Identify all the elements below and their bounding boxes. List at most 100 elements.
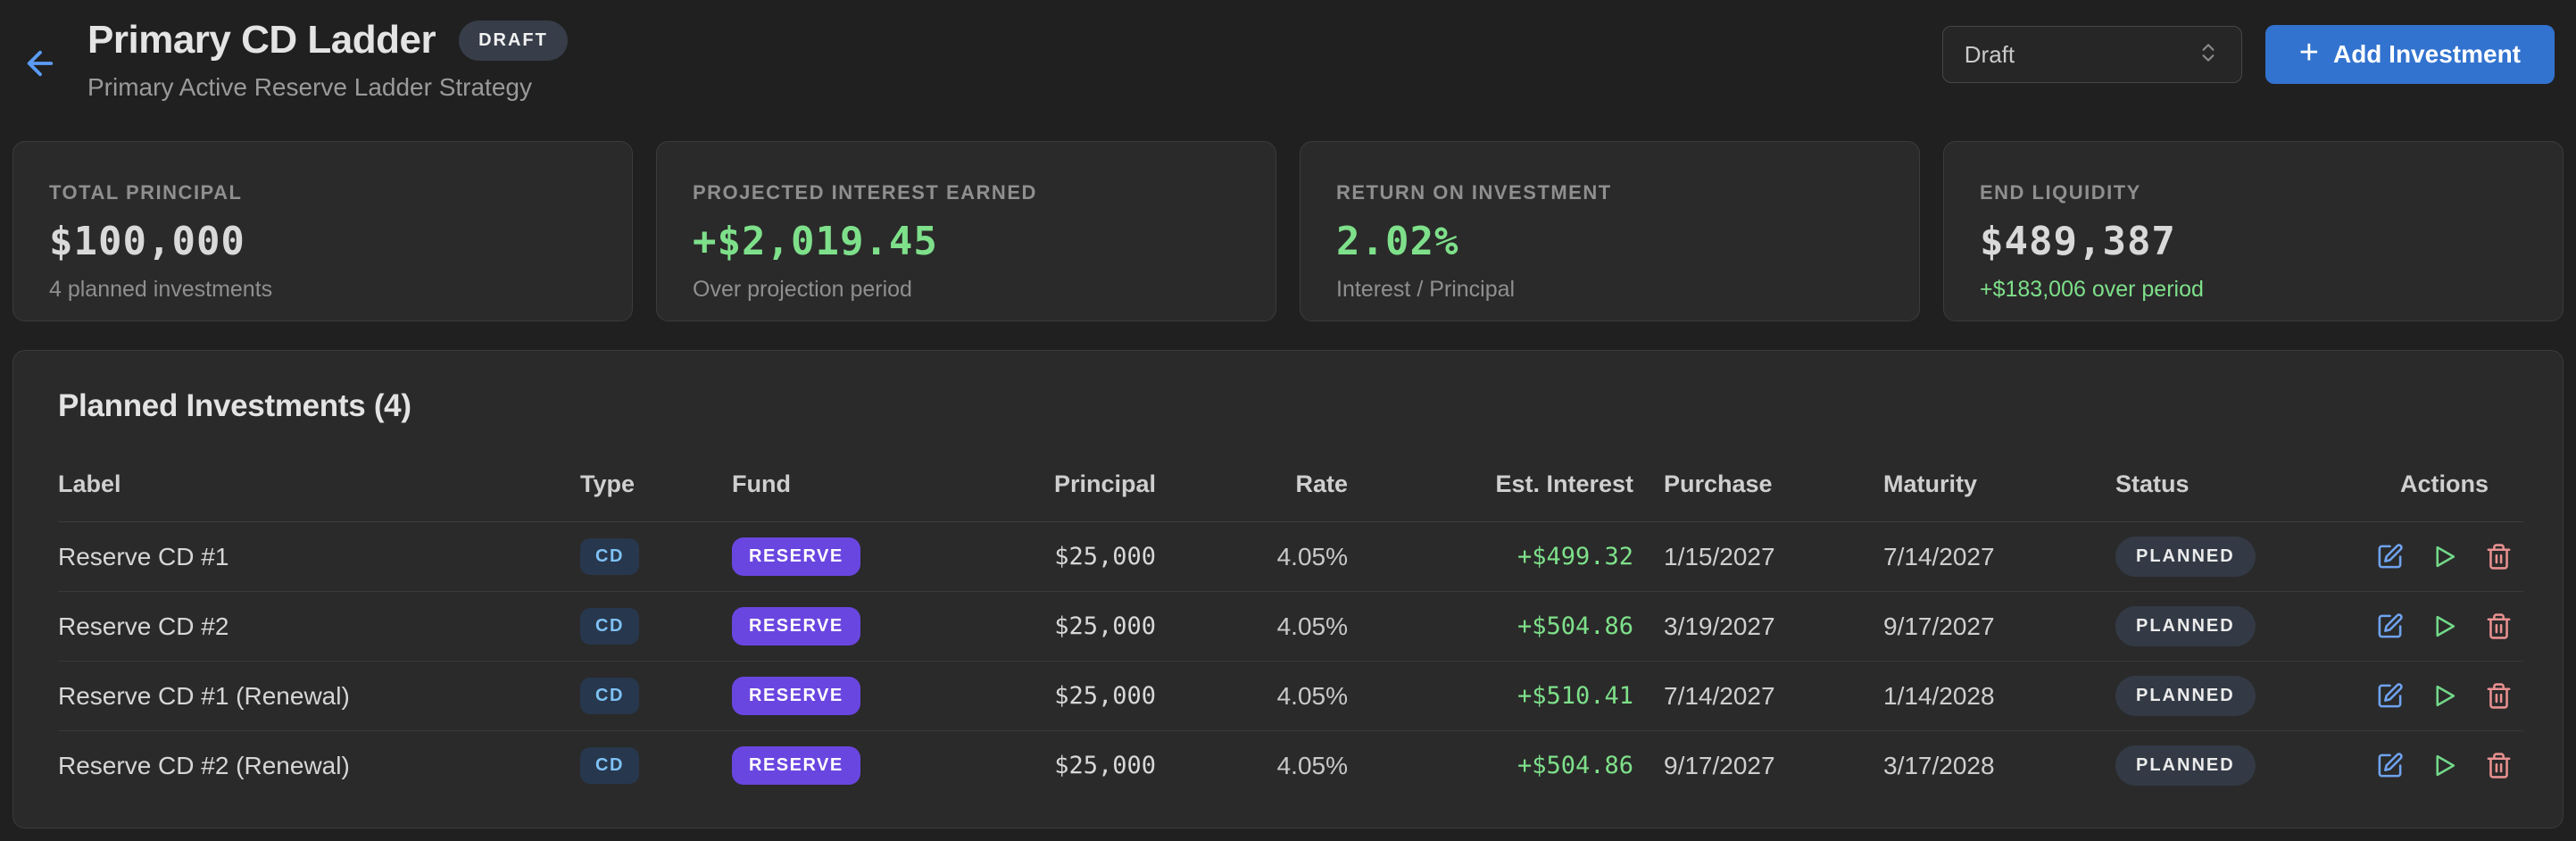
fund-badge: RESERVE: [732, 537, 860, 576]
cell-actions: [2365, 591, 2523, 662]
add-investment-label: Add Investment: [2332, 40, 2521, 68]
delete-button[interactable]: [2481, 679, 2516, 713]
cell-est-interest: +$510.41: [1348, 661, 1633, 731]
cell-fund: RESERVE: [732, 591, 902, 662]
cell-label: Reserve CD #2: [58, 591, 580, 662]
trash-icon: [2485, 544, 2513, 573]
cell-status: PLANNED: [2115, 591, 2365, 662]
cell-maturity: 1/14/2028: [1883, 661, 2115, 731]
cell-rate: 4.05%: [1156, 591, 1348, 662]
play-button[interactable]: [2427, 539, 2462, 574]
stats-row: TOTAL PRINCIPAL $100,000 4 planned inves…: [12, 141, 2564, 321]
cell-status: PLANNED: [2115, 522, 2365, 592]
status-badge: PLANNED: [2115, 537, 2256, 577]
play-button[interactable]: [2427, 609, 2462, 644]
investments-table: Label Type Fund Principal Rate Est. Inte…: [58, 458, 2523, 801]
arrow-left-icon: [21, 50, 59, 85]
cell-purchase: 9/17/2027: [1633, 730, 1883, 801]
edit-button[interactable]: [2372, 748, 2407, 783]
cell-fund: RESERVE: [732, 522, 902, 592]
col-header-principal: Principal: [902, 458, 1156, 522]
stat-sub: 4 planned investments: [49, 277, 273, 302]
stat-value: +$2,019.45: [693, 219, 938, 264]
cell-purchase: 1/15/2027: [1664, 542, 1775, 570]
cell-fund: RESERVE: [732, 730, 902, 801]
stat-value: 2.02%: [1336, 219, 1459, 264]
edit-button[interactable]: [2372, 679, 2407, 713]
edit-button[interactable]: [2372, 539, 2407, 574]
cell-fund: RESERVE: [732, 661, 902, 731]
play-button[interactable]: [2427, 679, 2462, 713]
back-button[interactable]: [18, 41, 62, 86]
type-badge: CD: [580, 678, 639, 714]
play-button[interactable]: [2427, 748, 2462, 783]
stat-sub: +$183,006 over period: [1980, 277, 2204, 302]
stat-card-projected-interest: PROJECTED INTEREST EARNED +$2,019.45 Ove…: [656, 141, 1276, 321]
cell-principal: $25,000: [902, 591, 1156, 662]
edit-icon: [2376, 753, 2404, 782]
col-header-fund: Fund: [732, 458, 902, 522]
cell-est-interest: +$504.86: [1348, 730, 1633, 801]
cell-type: CD: [580, 591, 732, 662]
type-badge: CD: [580, 538, 639, 575]
planned-investments-panel: Planned Investments (4) Label Type Fund …: [12, 350, 2564, 829]
stat-label: END LIQUIDITY: [1980, 181, 2141, 204]
stat-sub: Interest / Principal: [1336, 277, 1516, 302]
table-row: Reserve CD #2 CD RESERVE $25,000 4.05% +…: [58, 591, 2523, 662]
trash-icon: [2485, 613, 2513, 643]
play-icon: [2431, 615, 2458, 643]
cell-est-interest: +$504.86: [1348, 591, 1633, 662]
col-header-status: Status: [2115, 458, 2365, 522]
fund-badge: RESERVE: [732, 607, 860, 645]
play-icon: [2431, 685, 2458, 712]
delete-button[interactable]: [2481, 539, 2516, 574]
cell-maturity: 3/17/2028: [1883, 730, 2115, 801]
stat-value: $489,387: [1980, 219, 2176, 264]
cell-purchase: 3/19/2027: [1633, 591, 1883, 662]
cell-type: CD: [580, 661, 732, 731]
col-header-maturity: Maturity: [1883, 458, 2115, 522]
play-icon: [2431, 545, 2458, 573]
panel-title: Planned Investments (4): [58, 388, 411, 423]
status-badge: PLANNED: [2115, 745, 2256, 787]
cell-purchase: 7/14/2027: [1633, 661, 1883, 731]
cell-maturity: 9/17/2027: [1883, 591, 2115, 662]
status-badge: DRAFT: [459, 20, 568, 61]
cell-rate: 4.05%: [1156, 730, 1348, 801]
table-row: Reserve CD #1 CD RESERVE $25,000 4.05% +…: [58, 522, 2523, 592]
cell-label: Reserve CD #2 (Renewal): [58, 730, 580, 801]
cell-label: Reserve CD #1: [58, 542, 229, 570]
cell-est-interest: +$499.32: [1517, 543, 1633, 570]
cell-rate: 4.05%: [1156, 661, 1348, 731]
chevrons-up-down-icon: [2197, 41, 2220, 69]
col-header-purchase: Purchase: [1633, 458, 1883, 522]
edit-button[interactable]: [2372, 609, 2407, 644]
play-icon: [2431, 755, 2458, 782]
table-row: Reserve CD #2 (Renewal) CD RESERVE $25,0…: [58, 730, 2523, 801]
stat-label: PROJECTED INTEREST EARNED: [693, 181, 1037, 204]
cell-maturity: 7/14/2027: [1883, 542, 1995, 570]
type-badge: CD: [580, 608, 639, 645]
add-investment-button[interactable]: + Add Investment: [2264, 25, 2555, 84]
stat-card-total-principal: TOTAL PRINCIPAL $100,000 4 planned inves…: [12, 141, 633, 321]
stat-sub: Over projection period: [693, 277, 912, 302]
cell-type: CD: [580, 522, 732, 592]
fund-badge: RESERVE: [732, 746, 860, 786]
trash-icon: [2485, 683, 2513, 712]
stat-value: $100,000: [49, 219, 245, 264]
delete-button[interactable]: [2481, 609, 2516, 644]
cell-principal: $25,000: [902, 661, 1156, 731]
cell-rate: 4.05%: [1276, 542, 1348, 570]
status-select-value: Draft: [1964, 40, 2015, 68]
fund-badge: RESERVE: [732, 677, 860, 715]
stat-label: TOTAL PRINCIPAL: [49, 181, 243, 204]
delete-button[interactable]: [2481, 748, 2516, 783]
stat-card-end-liquidity: END LIQUIDITY $489,387 +$183,006 over pe…: [1943, 141, 2564, 321]
cell-status: PLANNED: [2115, 730, 2365, 801]
cell-principal: $25,000: [1054, 543, 1156, 570]
status-select[interactable]: Draft: [1941, 26, 2242, 83]
col-header-type: Type: [580, 458, 732, 522]
cell-principal: $25,000: [902, 730, 1156, 801]
cell-type: CD: [580, 730, 732, 801]
edit-icon: [2376, 613, 2404, 643]
